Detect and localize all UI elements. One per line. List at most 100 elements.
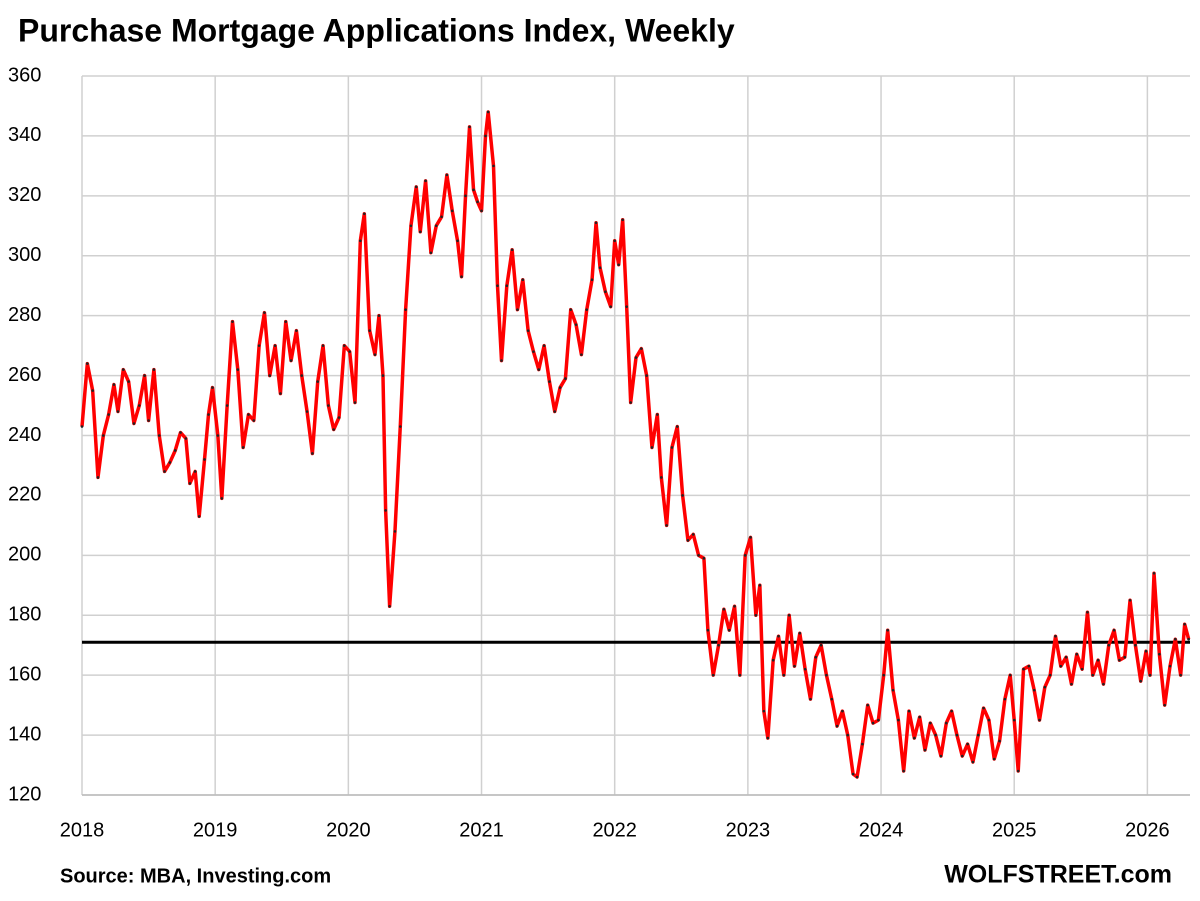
- data-point: [625, 305, 628, 308]
- data-point: [1183, 622, 1186, 626]
- data-point: [1152, 572, 1156, 575]
- data-point: [268, 374, 272, 377]
- data-point: [939, 754, 943, 758]
- data-point: [1064, 655, 1068, 659]
- data-point: [1032, 688, 1036, 692]
- data-point: [861, 742, 864, 746]
- data-point: [580, 353, 583, 356]
- data-point: [923, 748, 927, 752]
- data-point: [398, 425, 402, 428]
- data-point: [460, 275, 463, 279]
- data-point: [766, 736, 770, 740]
- data-point: [348, 350, 351, 353]
- y-tick-label: 360: [8, 64, 41, 86]
- data-point: [585, 308, 589, 311]
- data-point: [327, 404, 330, 407]
- data-point: [743, 554, 747, 557]
- data-point: [236, 368, 240, 371]
- data-point: [960, 754, 964, 758]
- y-tick-label: 300: [8, 244, 41, 266]
- data-point: [231, 320, 234, 323]
- data-point: [203, 458, 206, 461]
- y-tick-label: 320: [8, 184, 41, 206]
- data-point: [1043, 685, 1047, 689]
- data-point: [686, 539, 690, 542]
- data-point: [650, 446, 654, 449]
- data-point: [793, 664, 796, 668]
- data-point: [1038, 718, 1041, 722]
- data-point: [1059, 664, 1063, 668]
- data-point: [472, 188, 475, 192]
- data-point: [656, 413, 659, 416]
- data-point: [168, 461, 172, 464]
- data-point: [897, 718, 900, 722]
- data-point: [1168, 664, 1172, 668]
- data-point: [273, 344, 277, 347]
- data-point: [363, 212, 366, 216]
- data-point: [706, 628, 710, 632]
- y-tick-label: 120: [8, 783, 41, 805]
- data-point: [982, 706, 985, 710]
- data-point: [137, 404, 141, 407]
- data-point: [1128, 598, 1132, 602]
- data-point: [809, 697, 812, 701]
- x-tick-label: 2019: [193, 819, 238, 841]
- data-point: [424, 179, 427, 183]
- data-point: [771, 658, 775, 662]
- data-point: [835, 724, 839, 728]
- data-point: [456, 239, 459, 243]
- data-point: [558, 386, 562, 389]
- data-point: [163, 470, 166, 473]
- data-point: [252, 419, 256, 422]
- data-point: [634, 356, 638, 359]
- x-tick-label: 2022: [592, 819, 637, 841]
- data-point: [1158, 652, 1161, 656]
- data-point: [733, 604, 736, 608]
- data-point: [886, 628, 889, 632]
- data-point: [902, 769, 905, 773]
- data-point: [691, 533, 695, 536]
- data-point: [1144, 649, 1148, 653]
- data-point: [476, 200, 479, 204]
- data-point: [220, 497, 224, 500]
- data-point: [738, 673, 742, 677]
- data-point: [384, 509, 387, 512]
- data-point: [289, 359, 293, 362]
- data-point: [1174, 637, 1177, 641]
- y-tick-label: 340: [8, 124, 41, 146]
- data-point: [496, 284, 499, 288]
- data-point: [388, 604, 391, 608]
- data-point: [966, 742, 969, 746]
- data-point: [337, 416, 341, 419]
- data-point: [257, 344, 261, 347]
- data-point: [1075, 652, 1079, 656]
- data-point: [1187, 637, 1190, 641]
- data-point: [613, 239, 616, 243]
- data-point: [464, 194, 467, 198]
- data-point: [414, 185, 418, 189]
- data-point: [754, 613, 758, 617]
- data-point: [1012, 718, 1016, 722]
- data-point: [640, 347, 643, 350]
- data-point: [295, 329, 298, 332]
- chart-title: Purchase Mortgage Applications Index, We…: [18, 12, 735, 48]
- data-point: [316, 380, 320, 383]
- data-point: [675, 425, 679, 428]
- data-point: [998, 739, 1001, 743]
- data-point: [762, 709, 766, 713]
- data-point: [492, 164, 495, 168]
- data-point: [1003, 697, 1007, 701]
- data-point: [819, 643, 823, 647]
- data-point: [660, 476, 663, 479]
- data-point: [629, 401, 632, 404]
- x-tick-label: 2025: [992, 819, 1037, 841]
- data-point: [197, 515, 201, 518]
- data-point: [500, 359, 503, 362]
- data-point: [855, 775, 859, 779]
- data-point: [971, 760, 975, 764]
- data-point: [851, 772, 855, 776]
- data-point: [590, 278, 594, 282]
- data-point: [91, 389, 94, 392]
- data-point: [1163, 703, 1166, 707]
